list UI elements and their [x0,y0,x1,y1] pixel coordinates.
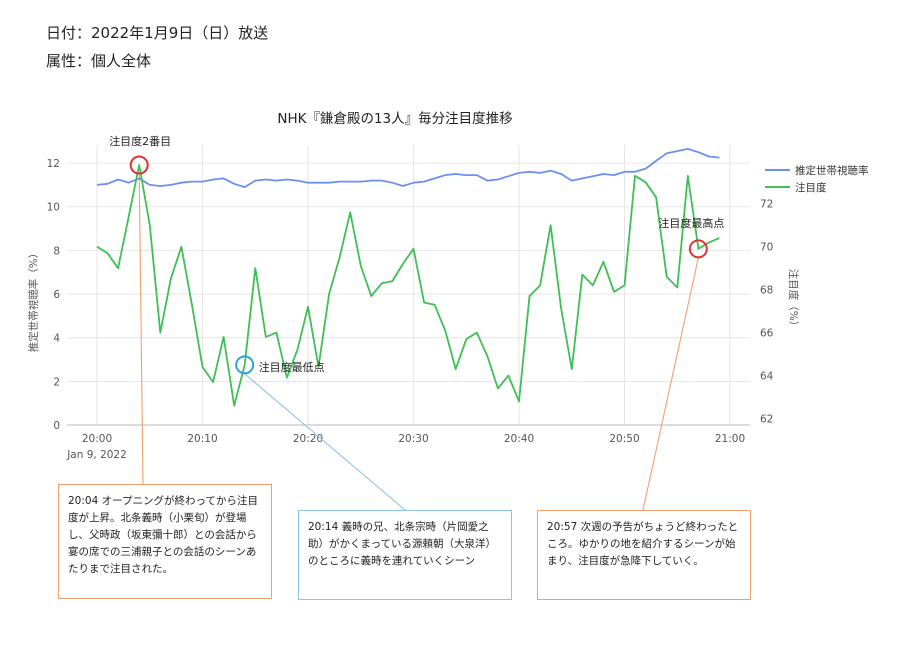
legend-label: 推定世帯視聴率 [795,164,869,177]
x-tick-label: 20:40 [504,433,534,445]
y-left-tick-label: 12 [47,158,60,170]
y-right-axis-label: 注目度（%） [787,269,800,331]
y-left-tick-label: 8 [53,245,60,257]
y-left-axis-label: 推定世帯視聴率（%） [27,248,40,352]
annotation-connector [138,174,144,485]
annotation-circle [129,155,149,175]
x-tick-label: 21:00 [715,433,745,445]
y-left-tick-label: 4 [53,333,60,345]
y-left-tick-label: 6 [53,289,60,301]
x-tick-label: 20:10 [187,433,217,445]
x-tick-label: 20:50 [609,433,639,445]
series-line-1 [96,164,720,407]
annotation-connector [642,257,699,511]
annotation-connector [244,373,406,511]
legend-label: 注目度 [795,181,827,194]
y-right-tick-label: 62 [760,414,773,426]
x-tick-label: 20:20 [293,433,323,445]
series-lines [96,147,720,407]
annotation-connectors [138,174,699,511]
x-tick-label: 20:30 [398,433,428,445]
annotation-circle [688,239,708,259]
y-left-tick-label: 2 [53,376,60,388]
audience-attribute: 属性：個人全体 [46,52,152,70]
y-left-tick-label: 10 [47,202,60,214]
grid-lines [67,145,750,426]
annotation-label: 注目度最高点 [658,216,724,230]
y-right-tick-label: 64 [760,371,774,383]
callout-2057: 20:57 次週の予告がちょうど終わったところ。ゆかりの地を紹介するシーンが始ま… [537,510,751,600]
annotation-label: 注目度最低点 [259,360,325,374]
y-right-tick-label: 68 [760,285,773,297]
y-right-tick-label: 70 [760,242,773,254]
annotation-label: 注目度2番目 [109,134,171,148]
x-date-label: Jan 9, 2022 [66,449,127,461]
broadcast-date: 日付：2022年1月9日（日）放送 [46,24,269,42]
series-line-0 [96,147,720,189]
y-right-tick-label: 72 [760,199,773,211]
callout-2014: 20:14 義時の兄、北条宗時（片岡愛之助）がかくまっている源頼朝（大泉洋）のと… [298,510,512,600]
y-right-tick-label: 66 [760,328,774,340]
x-tick-label: 20:00 [82,433,112,445]
chart-title: NHK『鎌倉殿の13人』毎分注目度推移 [277,111,512,127]
callout-2004: 20:04 オープニングが終わってから注目度が上昇。北条義時（小栗旬）が登場し、… [58,484,272,599]
y-left-tick-label: 0 [53,420,60,432]
axes: 20:00 20:10 20:20 20:30 20:40 20:50 21:0002468… [47,158,774,445]
annotation-circle [235,355,255,375]
